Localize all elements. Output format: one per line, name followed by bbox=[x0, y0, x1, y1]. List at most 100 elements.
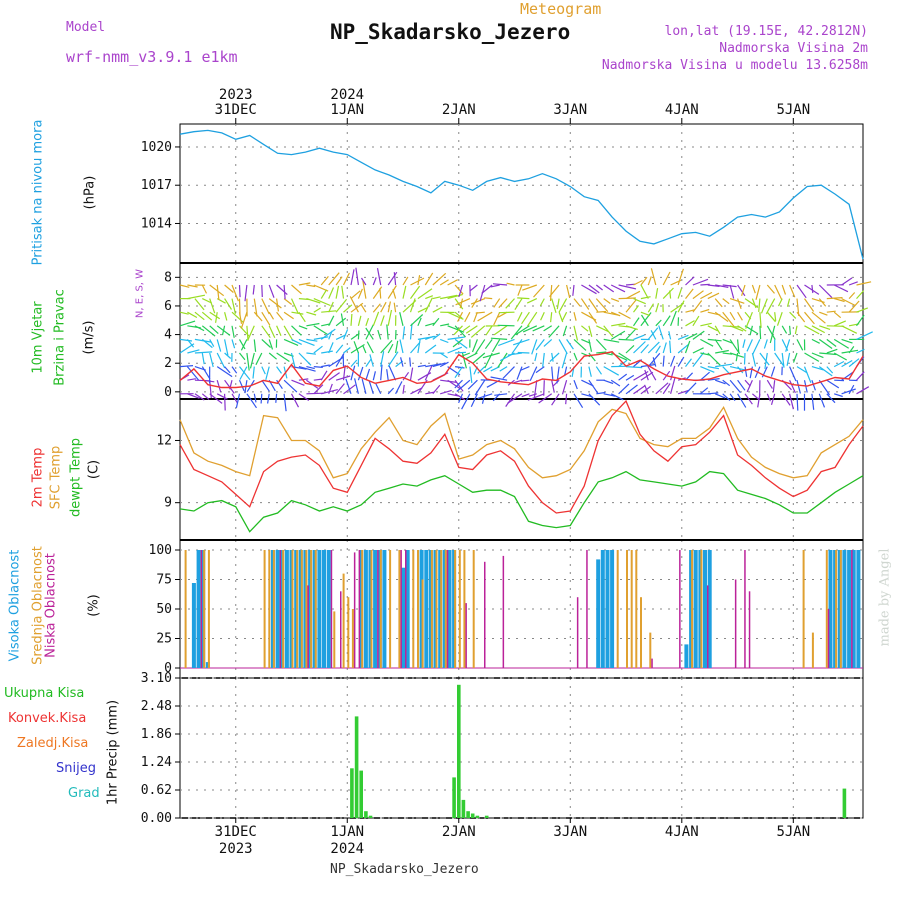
wind-arrow bbox=[625, 290, 641, 300]
wind-arrow bbox=[610, 311, 621, 317]
wind-arrow bbox=[490, 376, 508, 381]
wind-arrow bbox=[424, 344, 437, 354]
wind-arrow bbox=[369, 354, 374, 367]
wind-arrow bbox=[539, 298, 545, 307]
wind-arrow bbox=[785, 339, 791, 352]
wind-arrow bbox=[533, 380, 538, 398]
cloud-mid-bar bbox=[305, 550, 308, 668]
wind-arrow bbox=[497, 352, 508, 368]
wind-arrow bbox=[343, 304, 353, 313]
cloud-high-bar bbox=[605, 550, 610, 668]
wind-arrow bbox=[521, 393, 530, 398]
wind-arrow bbox=[759, 312, 762, 328]
wind-arrow bbox=[467, 379, 478, 390]
temperature-ytick-label: 12 bbox=[156, 433, 172, 448]
wind-arrow bbox=[677, 334, 689, 340]
wind-arrow bbox=[772, 380, 776, 393]
wind-arrow bbox=[588, 311, 598, 324]
wind-arrow bbox=[335, 298, 348, 313]
wind-arrow bbox=[803, 366, 812, 384]
wind-arrow bbox=[596, 391, 606, 395]
wind-arrow bbox=[276, 298, 279, 312]
wind-arrow bbox=[581, 284, 597, 295]
wind-arrow bbox=[201, 338, 213, 349]
wind-arrow bbox=[362, 280, 367, 299]
wind-arrow bbox=[729, 298, 745, 304]
wind-arrow bbox=[409, 357, 412, 367]
wind-arrow bbox=[611, 322, 626, 327]
wind-arrow bbox=[774, 284, 783, 300]
wind-arrow bbox=[186, 366, 200, 381]
xaxis-bottom-label: 31DEC bbox=[215, 824, 257, 840]
xaxis-top-label: 31DEC bbox=[215, 102, 257, 118]
wind-arrow bbox=[543, 325, 553, 332]
wind-arrow bbox=[633, 298, 646, 305]
wind-arrow bbox=[376, 267, 382, 286]
wind-arrow bbox=[670, 310, 677, 327]
wind-arrow bbox=[268, 352, 277, 360]
wind-arrow bbox=[372, 311, 380, 327]
wind-arrow bbox=[669, 340, 672, 354]
wind-arrow bbox=[425, 363, 442, 368]
wind-arrow bbox=[342, 329, 349, 340]
wind-arrow bbox=[187, 311, 198, 319]
wind-arrow bbox=[743, 352, 746, 365]
wind-arrow bbox=[700, 352, 711, 356]
wind-arrow bbox=[328, 383, 333, 395]
wind-arrow bbox=[700, 371, 710, 381]
cloud-low-bar bbox=[353, 552, 356, 668]
wind-arrow bbox=[746, 379, 753, 393]
wind-arrow bbox=[465, 325, 478, 334]
wind-arrow bbox=[685, 358, 692, 367]
wind-arrow bbox=[424, 297, 433, 313]
wind-arrow bbox=[811, 325, 825, 334]
wind-arrow bbox=[603, 393, 616, 397]
clouds-ytick-label: 0 bbox=[164, 661, 172, 676]
wind-arrow bbox=[432, 362, 446, 368]
wind-arrow bbox=[517, 284, 523, 296]
wind-arrow bbox=[662, 315, 671, 327]
wind-arrow bbox=[811, 352, 824, 359]
wind-arrow bbox=[432, 317, 440, 327]
precip-bar bbox=[354, 716, 359, 818]
wind-arrow bbox=[298, 366, 316, 372]
wind-arrow bbox=[633, 305, 639, 313]
wind-arrow bbox=[826, 379, 840, 389]
wind-arrow bbox=[490, 337, 508, 340]
wind-arrow bbox=[290, 393, 300, 408]
wind-arrow bbox=[244, 284, 248, 302]
wind-arrow bbox=[321, 350, 333, 354]
wind-arrow bbox=[380, 301, 387, 313]
precip-bar bbox=[842, 788, 847, 818]
pressure-ytick-label: 1020 bbox=[141, 140, 172, 155]
wind-arrow bbox=[804, 325, 820, 335]
precip-bar bbox=[470, 813, 475, 818]
wind-arrow bbox=[313, 307, 321, 313]
wind-arrow bbox=[231, 325, 235, 338]
wind-arrow bbox=[692, 278, 709, 286]
wind-arrow bbox=[328, 330, 333, 340]
cloud-mid-bar bbox=[417, 550, 419, 668]
temperature-panel-frame bbox=[179, 398, 864, 541]
wind-arrow bbox=[744, 379, 751, 387]
wind-ytick-label: 8 bbox=[164, 270, 172, 285]
wind-arrow bbox=[350, 290, 361, 300]
wind-arrow bbox=[365, 327, 374, 340]
cloud-low-bar bbox=[827, 609, 830, 668]
wind-arrow bbox=[209, 339, 215, 347]
wind-arrow bbox=[477, 393, 493, 399]
wind-arrow bbox=[335, 317, 347, 327]
cloud-mid-bar bbox=[310, 550, 313, 668]
cloud-mid-bar bbox=[412, 550, 415, 668]
wind-arrow bbox=[818, 366, 833, 377]
cloud-mid-bar bbox=[263, 550, 266, 668]
wind-arrow bbox=[387, 351, 399, 367]
wind-arrow bbox=[564, 366, 568, 376]
wind-arrow bbox=[789, 379, 796, 394]
wind-arrow bbox=[746, 339, 753, 352]
wind-arrow bbox=[194, 393, 205, 401]
wind-arrow bbox=[464, 311, 471, 323]
wind-arrow bbox=[532, 325, 545, 332]
wind-arrow bbox=[543, 380, 545, 396]
cloud-mid-bar bbox=[811, 632, 814, 668]
